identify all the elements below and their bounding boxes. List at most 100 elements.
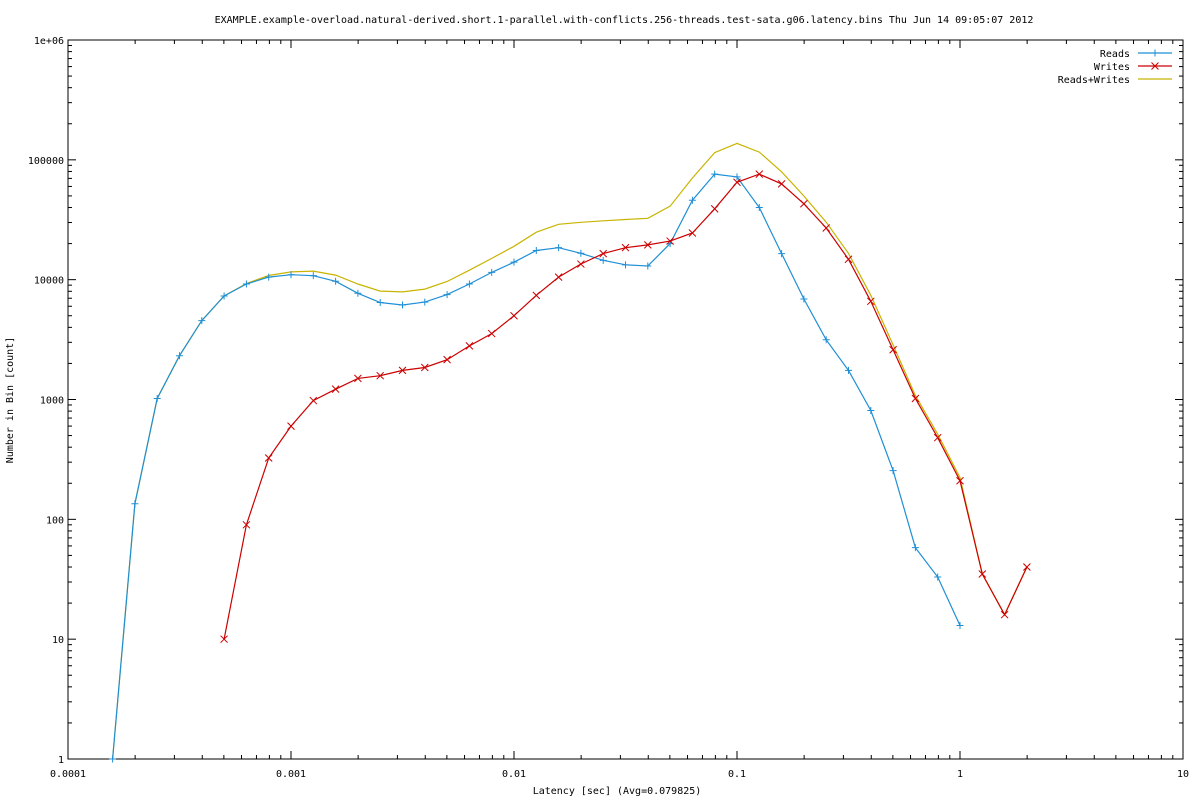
data-point-reads bbox=[644, 262, 652, 270]
data-point-reads bbox=[532, 247, 540, 255]
y-tick-label: 1e+06 bbox=[34, 36, 64, 47]
data-point-reads bbox=[621, 261, 629, 269]
data-point-reads bbox=[265, 273, 273, 281]
data-point-writes bbox=[755, 170, 764, 178]
legend-label-reads-writes: Reads+Writes bbox=[1058, 75, 1130, 86]
data-point-reads bbox=[778, 250, 786, 258]
data-point-reads bbox=[153, 394, 161, 402]
data-point-writes bbox=[510, 311, 518, 320]
plot-border bbox=[67, 39, 1184, 760]
data-point-writes bbox=[354, 374, 362, 383]
data-point-reads bbox=[354, 289, 362, 297]
series-line-writes bbox=[223, 173, 1028, 640]
series-writes bbox=[220, 170, 1031, 644]
data-point-writes bbox=[866, 297, 875, 306]
x-tick-label: 0.0001 bbox=[50, 769, 86, 780]
x-axis: 0.0001 0.001 0.01 0.1 1 10 bbox=[50, 40, 1189, 780]
legend: Reads Writes Reads+Writes bbox=[1058, 49, 1172, 86]
data-point-reads bbox=[109, 755, 117, 763]
data-point-writes bbox=[554, 273, 563, 281]
data-point-reads bbox=[822, 336, 830, 344]
y-axis-label: Number in Bin [count] bbox=[5, 337, 16, 463]
x-tick-label: 0.01 bbox=[502, 769, 526, 780]
data-point-reads bbox=[599, 256, 607, 264]
series-layer bbox=[109, 142, 1031, 763]
data-point-writes bbox=[733, 178, 741, 187]
data-point-reads bbox=[844, 366, 852, 374]
data-point-reads bbox=[465, 280, 473, 288]
data-point-reads bbox=[175, 352, 183, 360]
y-tick-label: 100 bbox=[46, 515, 64, 526]
data-point-writes bbox=[242, 520, 251, 529]
series-reads-writes bbox=[112, 142, 1028, 760]
data-point-reads bbox=[398, 301, 406, 309]
data-point-reads bbox=[287, 271, 295, 279]
data-point-writes bbox=[956, 476, 964, 485]
data-point-reads bbox=[711, 170, 719, 178]
data-point-writes bbox=[287, 422, 295, 430]
data-point-reads bbox=[510, 258, 518, 266]
data-point-writes bbox=[911, 394, 920, 403]
data-point-writes bbox=[443, 355, 451, 364]
x-axis-label: Latency [sec] (Avg=0.079825) bbox=[533, 786, 702, 797]
data-point-reads bbox=[376, 298, 384, 306]
legend-label-writes: Writes bbox=[1094, 62, 1130, 73]
data-point-reads bbox=[688, 196, 696, 204]
data-point-writes bbox=[889, 345, 897, 354]
y-tick-label: 1000 bbox=[40, 396, 64, 407]
data-point-writes bbox=[643, 241, 652, 249]
data-point-writes bbox=[309, 396, 318, 405]
data-point-reads bbox=[867, 406, 875, 414]
data-point-writes bbox=[599, 249, 608, 258]
series-line-reads bbox=[112, 173, 961, 760]
data-point-writes bbox=[465, 342, 474, 350]
legend-label-reads: Reads bbox=[1100, 49, 1130, 60]
data-point-reads bbox=[421, 298, 429, 306]
data-point-reads bbox=[889, 467, 897, 475]
plot-frame bbox=[67, 39, 1184, 760]
data-point-reads bbox=[309, 272, 317, 280]
x-tick-label: 0.1 bbox=[728, 769, 746, 780]
y-tick-label: 10 bbox=[52, 635, 64, 646]
data-point-writes bbox=[621, 243, 630, 252]
legend-marker-writes bbox=[1151, 62, 1159, 70]
data-point-reads bbox=[131, 500, 139, 508]
data-point-writes bbox=[376, 371, 385, 380]
legend-marker-reads bbox=[1151, 49, 1159, 57]
data-point-reads bbox=[755, 204, 763, 212]
data-point-reads bbox=[577, 249, 585, 257]
data-point-writes bbox=[1000, 610, 1009, 619]
data-point-reads bbox=[800, 295, 808, 303]
data-point-writes bbox=[800, 199, 808, 208]
data-point-writes bbox=[577, 260, 585, 268]
y-axis: 1 10 100 1000 10000 100000 1e+06 bbox=[28, 36, 1183, 766]
data-point-writes bbox=[420, 363, 429, 372]
data-point-reads bbox=[332, 277, 340, 285]
data-point-reads bbox=[220, 292, 228, 300]
data-point-writes bbox=[844, 255, 853, 264]
x-tick-label: 0.001 bbox=[276, 769, 306, 780]
series-line-reads-writes bbox=[112, 142, 1028, 760]
data-point-reads bbox=[198, 317, 206, 325]
data-point-reads bbox=[443, 291, 451, 299]
y-tick-label: 100000 bbox=[28, 156, 64, 167]
series-reads bbox=[109, 170, 964, 763]
data-point-reads bbox=[242, 280, 250, 288]
chart-title: EXAMPLE.example-overload.natural-derived… bbox=[215, 15, 1034, 26]
data-point-reads bbox=[911, 544, 919, 552]
data-point-reads bbox=[733, 173, 741, 181]
data-point-writes bbox=[331, 385, 340, 394]
data-point-writes bbox=[688, 229, 697, 237]
data-point-writes bbox=[264, 454, 273, 462]
data-point-writes bbox=[710, 204, 719, 213]
data-point-reads bbox=[488, 268, 496, 276]
x-tick-label: 1 bbox=[957, 769, 963, 780]
data-point-writes bbox=[933, 433, 942, 442]
data-point-writes bbox=[777, 180, 786, 188]
data-point-writes bbox=[532, 291, 541, 300]
data-point-writes bbox=[487, 329, 496, 338]
data-point-reads bbox=[555, 244, 563, 252]
y-tick-label: 10000 bbox=[34, 276, 64, 287]
data-point-reads bbox=[956, 622, 964, 630]
